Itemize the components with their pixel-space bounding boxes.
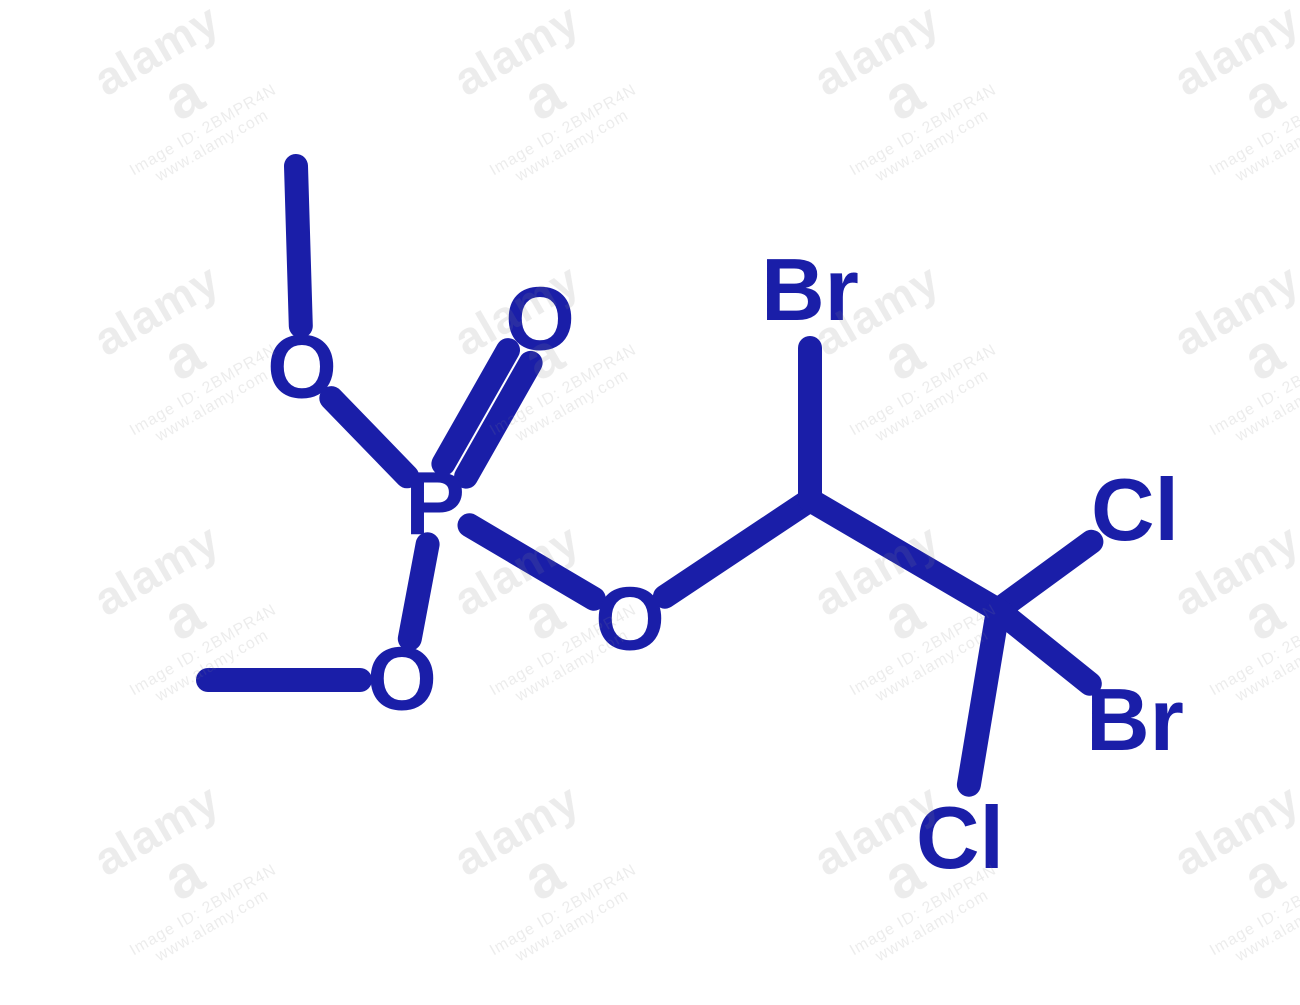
bond-line — [969, 610, 998, 785]
atom-label-cl: Cl — [916, 787, 1004, 889]
bond-line — [410, 544, 428, 638]
bond-line — [331, 398, 407, 476]
atom-label-br: Br — [761, 239, 859, 341]
bond-line — [470, 525, 594, 598]
bond-line — [810, 500, 998, 610]
atom-label-o: O — [505, 269, 575, 372]
bond-line — [998, 610, 1090, 684]
atom-label-o: O — [267, 317, 337, 420]
atom-label-o: O — [367, 629, 437, 732]
figure-stage: POOOOBrClBrCl alamyaImage ID: 2BMPR4N ww… — [0, 0, 1300, 1005]
atom-label-cl: Cl — [1091, 459, 1179, 561]
atom-label-o: O — [595, 569, 665, 672]
bond-line — [998, 542, 1091, 610]
atom-label-br: Br — [1086, 669, 1184, 771]
atom-label-p: P — [405, 454, 465, 557]
bond-line — [665, 500, 810, 597]
bond-line — [296, 166, 301, 326]
